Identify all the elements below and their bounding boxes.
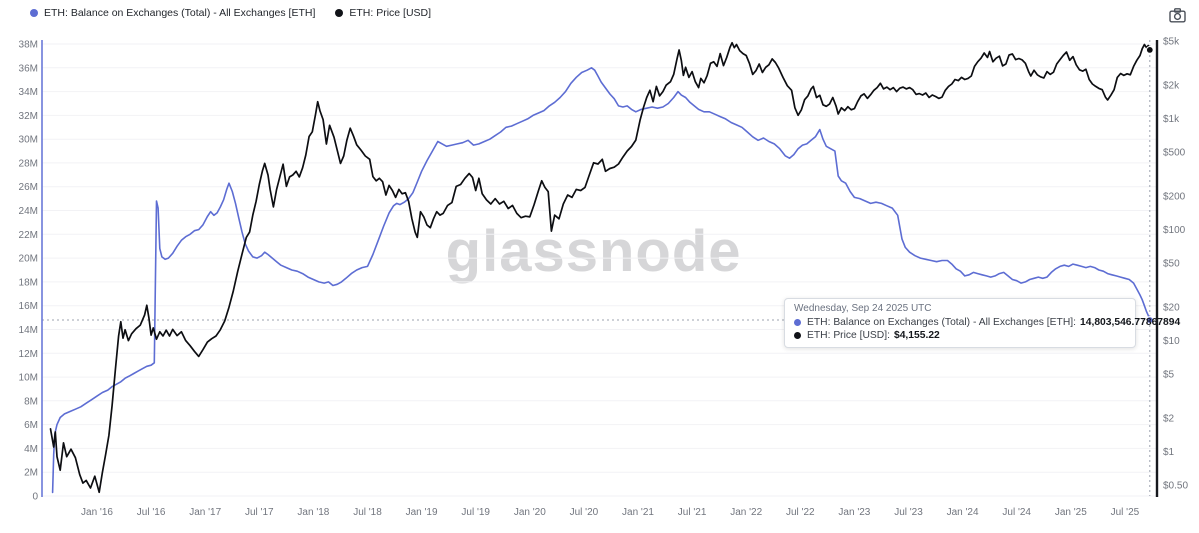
tooltip-date: Wednesday, Sep 24 2025 UTC — [794, 303, 932, 314]
tooltip-balance-row: ETH: Balance on Exchanges (Total) - All … — [794, 316, 1180, 329]
y-axis-tick-label-right: $1 — [1163, 447, 1175, 458]
x-axis-tick-label: Jan '24 — [947, 507, 979, 518]
x-axis-tick-label: Jan '20 — [514, 507, 546, 518]
camera-icon — [1168, 7, 1186, 23]
y-axis-tick-label-left: 4M — [24, 444, 38, 455]
y-axis-tick-label-left: 6M — [24, 420, 38, 431]
y-axis-tick-label-left: 38M — [19, 40, 38, 51]
x-axis-tick-label: Jan '21 — [622, 507, 654, 518]
x-axis-tick-label: Jan '16 — [81, 507, 113, 518]
y-axis-tick-label-left: 36M — [19, 63, 38, 74]
tooltip-price-label: ETH: Price [USD]: — [807, 330, 890, 341]
price-end-dot — [1145, 46, 1154, 54]
x-axis-tick-label: Jan '17 — [189, 507, 221, 518]
balance-series-color-dot — [30, 9, 38, 17]
x-axis-tick-label: Jan '23 — [838, 507, 870, 518]
y-axis-tick-label-left: 10M — [19, 373, 38, 384]
legend-item-balance[interactable]: ETH: Balance on Exchanges (Total) - All … — [30, 7, 315, 19]
y-axis-tick-label-right: $100 — [1163, 225, 1186, 236]
y-axis-tick-label-left: 26M — [19, 182, 38, 193]
x-axis-tick-label: Jul '23 — [894, 507, 923, 518]
tooltip-price-dot — [794, 332, 801, 339]
y-axis-tick-label-left: 20M — [19, 254, 38, 265]
y-axis-tick-label-right: $1k — [1163, 114, 1180, 125]
legend-item-balance-label: ETH: Balance on Exchanges (Total) - All … — [44, 7, 316, 19]
x-axis-tick-label: Jul '20 — [570, 507, 599, 518]
glassnode-watermark: glassnode — [445, 219, 742, 284]
legend-item-price[interactable]: ETH: Price [USD] — [335, 7, 431, 19]
y-axis-tick-label-right: $500 — [1163, 148, 1186, 159]
price-series-color-dot — [335, 9, 344, 17]
y-axis-tick-label-left: 32M — [19, 111, 38, 122]
chart-legend: ETH: Balance on Exchanges (Total) - All … — [30, 7, 431, 19]
y-axis-tick-label-right: $2 — [1163, 414, 1175, 425]
y-axis-tick-label-left: 8M — [24, 396, 38, 407]
legend-item-price-label: ETH: Price [USD] — [349, 7, 432, 19]
y-axis-tick-label-left: 18M — [19, 277, 38, 288]
y-axis-tick-label-left: 34M — [19, 87, 38, 98]
balance-series-line — [51, 67, 1151, 494]
x-axis-tick-label: Jul '19 — [461, 507, 490, 518]
y-axis-tick-label-left: 14M — [19, 325, 38, 336]
y-axis-tick-label-left: 0 — [32, 492, 38, 503]
y-axis-tick-label-left: 16M — [19, 301, 38, 312]
x-axis-tick-label: Jan '19 — [406, 507, 438, 518]
x-axis-tick-label: Jan '18 — [297, 507, 329, 518]
y-axis-tick-label-right: $0.50 — [1163, 481, 1188, 492]
x-axis-tick-label: Jul '22 — [786, 507, 815, 518]
y-axis-tick-label-left: 2M — [24, 468, 38, 479]
tooltip-balance-dot — [794, 319, 801, 326]
tooltip-balance-value: 14,803,546.77867894 — [1080, 317, 1181, 328]
x-axis-tick-label: Jul '25 — [1111, 507, 1140, 518]
y-axis-tick-label-left: 28M — [19, 158, 38, 169]
y-axis-tick-label-right: $5k — [1163, 37, 1180, 48]
y-axis-tick-label-right: $20 — [1163, 303, 1180, 314]
x-axis-tick-label: Jul '16 — [137, 507, 166, 518]
y-axis-tick-label-left: 22M — [19, 230, 38, 241]
x-axis-tick-label: Jul '18 — [353, 507, 382, 518]
x-axis-tick-label: Jul '17 — [245, 507, 274, 518]
y-axis-tick-label-right: $200 — [1163, 192, 1186, 203]
x-axis-tick-label: Jan '22 — [730, 507, 762, 518]
price-series-line — [49, 41, 1151, 494]
y-axis-tick-label-right: $50 — [1163, 259, 1180, 270]
tooltip-price-row: ETH: Price [USD]: $4,155.22 — [794, 329, 1126, 342]
y-axis-tick-label-left: 12M — [19, 349, 38, 360]
x-axis-tick-label: Jul '24 — [1002, 507, 1031, 518]
x-axis-tick-label: Jul '21 — [678, 507, 707, 518]
balance-end-dot — [1145, 316, 1154, 324]
y-axis-tick-label-left: 24M — [19, 206, 38, 217]
y-axis-tick-label-right: $5 — [1163, 370, 1175, 381]
y-axis-tick-label-right: $10 — [1163, 336, 1180, 347]
y-axis-tick-label-left: 30M — [19, 135, 38, 146]
tooltip-balance-label: ETH: Balance on Exchanges (Total) - All … — [807, 317, 1076, 328]
x-axis-tick-label: Jan '25 — [1055, 507, 1087, 518]
y-axis-tick-label-right: $2k — [1163, 81, 1180, 92]
chart-tooltip: Wednesday, Sep 24 2025 UTC ETH: Balance … — [784, 298, 1180, 348]
export-chart-button[interactable] — [1167, 6, 1187, 24]
tooltip-price-value: $4,155.22 — [893, 330, 940, 341]
